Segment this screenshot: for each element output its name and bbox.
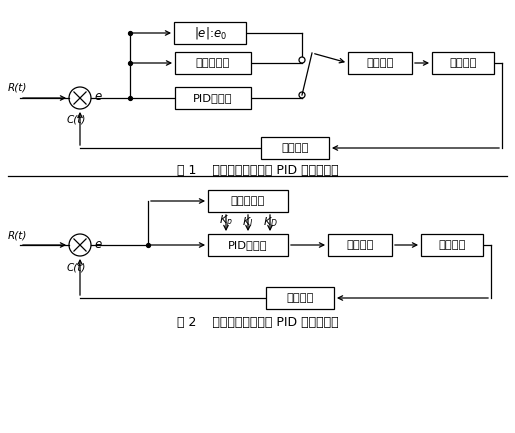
Bar: [174, 22, 246, 44]
Text: e: e: [94, 90, 101, 103]
Text: R(t): R(t): [8, 83, 27, 93]
Text: 模糊控制器: 模糊控制器: [196, 58, 230, 68]
Bar: [175, 87, 251, 109]
Bar: [266, 287, 334, 309]
Text: 图 1    调整控制参数值的 PID 控制模型图: 图 1 调整控制参数值的 PID 控制模型图: [177, 164, 339, 177]
Text: $|e|$:$e_0$: $|e|$:$e_0$: [194, 25, 227, 41]
Text: 测量装置: 测量装置: [286, 293, 314, 303]
Text: 执行机构: 执行机构: [366, 58, 394, 68]
Text: 被控对象: 被控对象: [449, 58, 477, 68]
Bar: [421, 234, 483, 256]
Text: PID控制器: PID控制器: [193, 93, 233, 103]
Circle shape: [299, 57, 305, 63]
Text: 执行机构: 执行机构: [346, 240, 374, 250]
Text: C(t): C(t): [66, 115, 85, 125]
Text: 被控对象: 被控对象: [438, 240, 466, 250]
Text: R(t): R(t): [8, 230, 27, 240]
Bar: [328, 234, 392, 256]
Bar: [348, 52, 412, 74]
Bar: [208, 234, 288, 256]
Text: e: e: [94, 237, 101, 251]
Text: $K_D$: $K_D$: [263, 215, 278, 229]
Text: 图 2    模糊增益自适应的 PID 控制模型图: 图 2 模糊增益自适应的 PID 控制模型图: [177, 317, 339, 330]
Text: $K_p$: $K_p$: [219, 214, 233, 230]
Text: 模糊控制器: 模糊控制器: [231, 196, 265, 206]
Bar: [208, 190, 288, 212]
Bar: [432, 52, 494, 74]
Circle shape: [299, 92, 305, 98]
Text: 测量装置: 测量装置: [281, 143, 309, 153]
Text: PID控制器: PID控制器: [228, 240, 268, 250]
Text: $K_I$: $K_I$: [243, 215, 254, 229]
Text: C(t): C(t): [66, 262, 85, 272]
Bar: [175, 52, 251, 74]
Bar: [261, 137, 329, 159]
